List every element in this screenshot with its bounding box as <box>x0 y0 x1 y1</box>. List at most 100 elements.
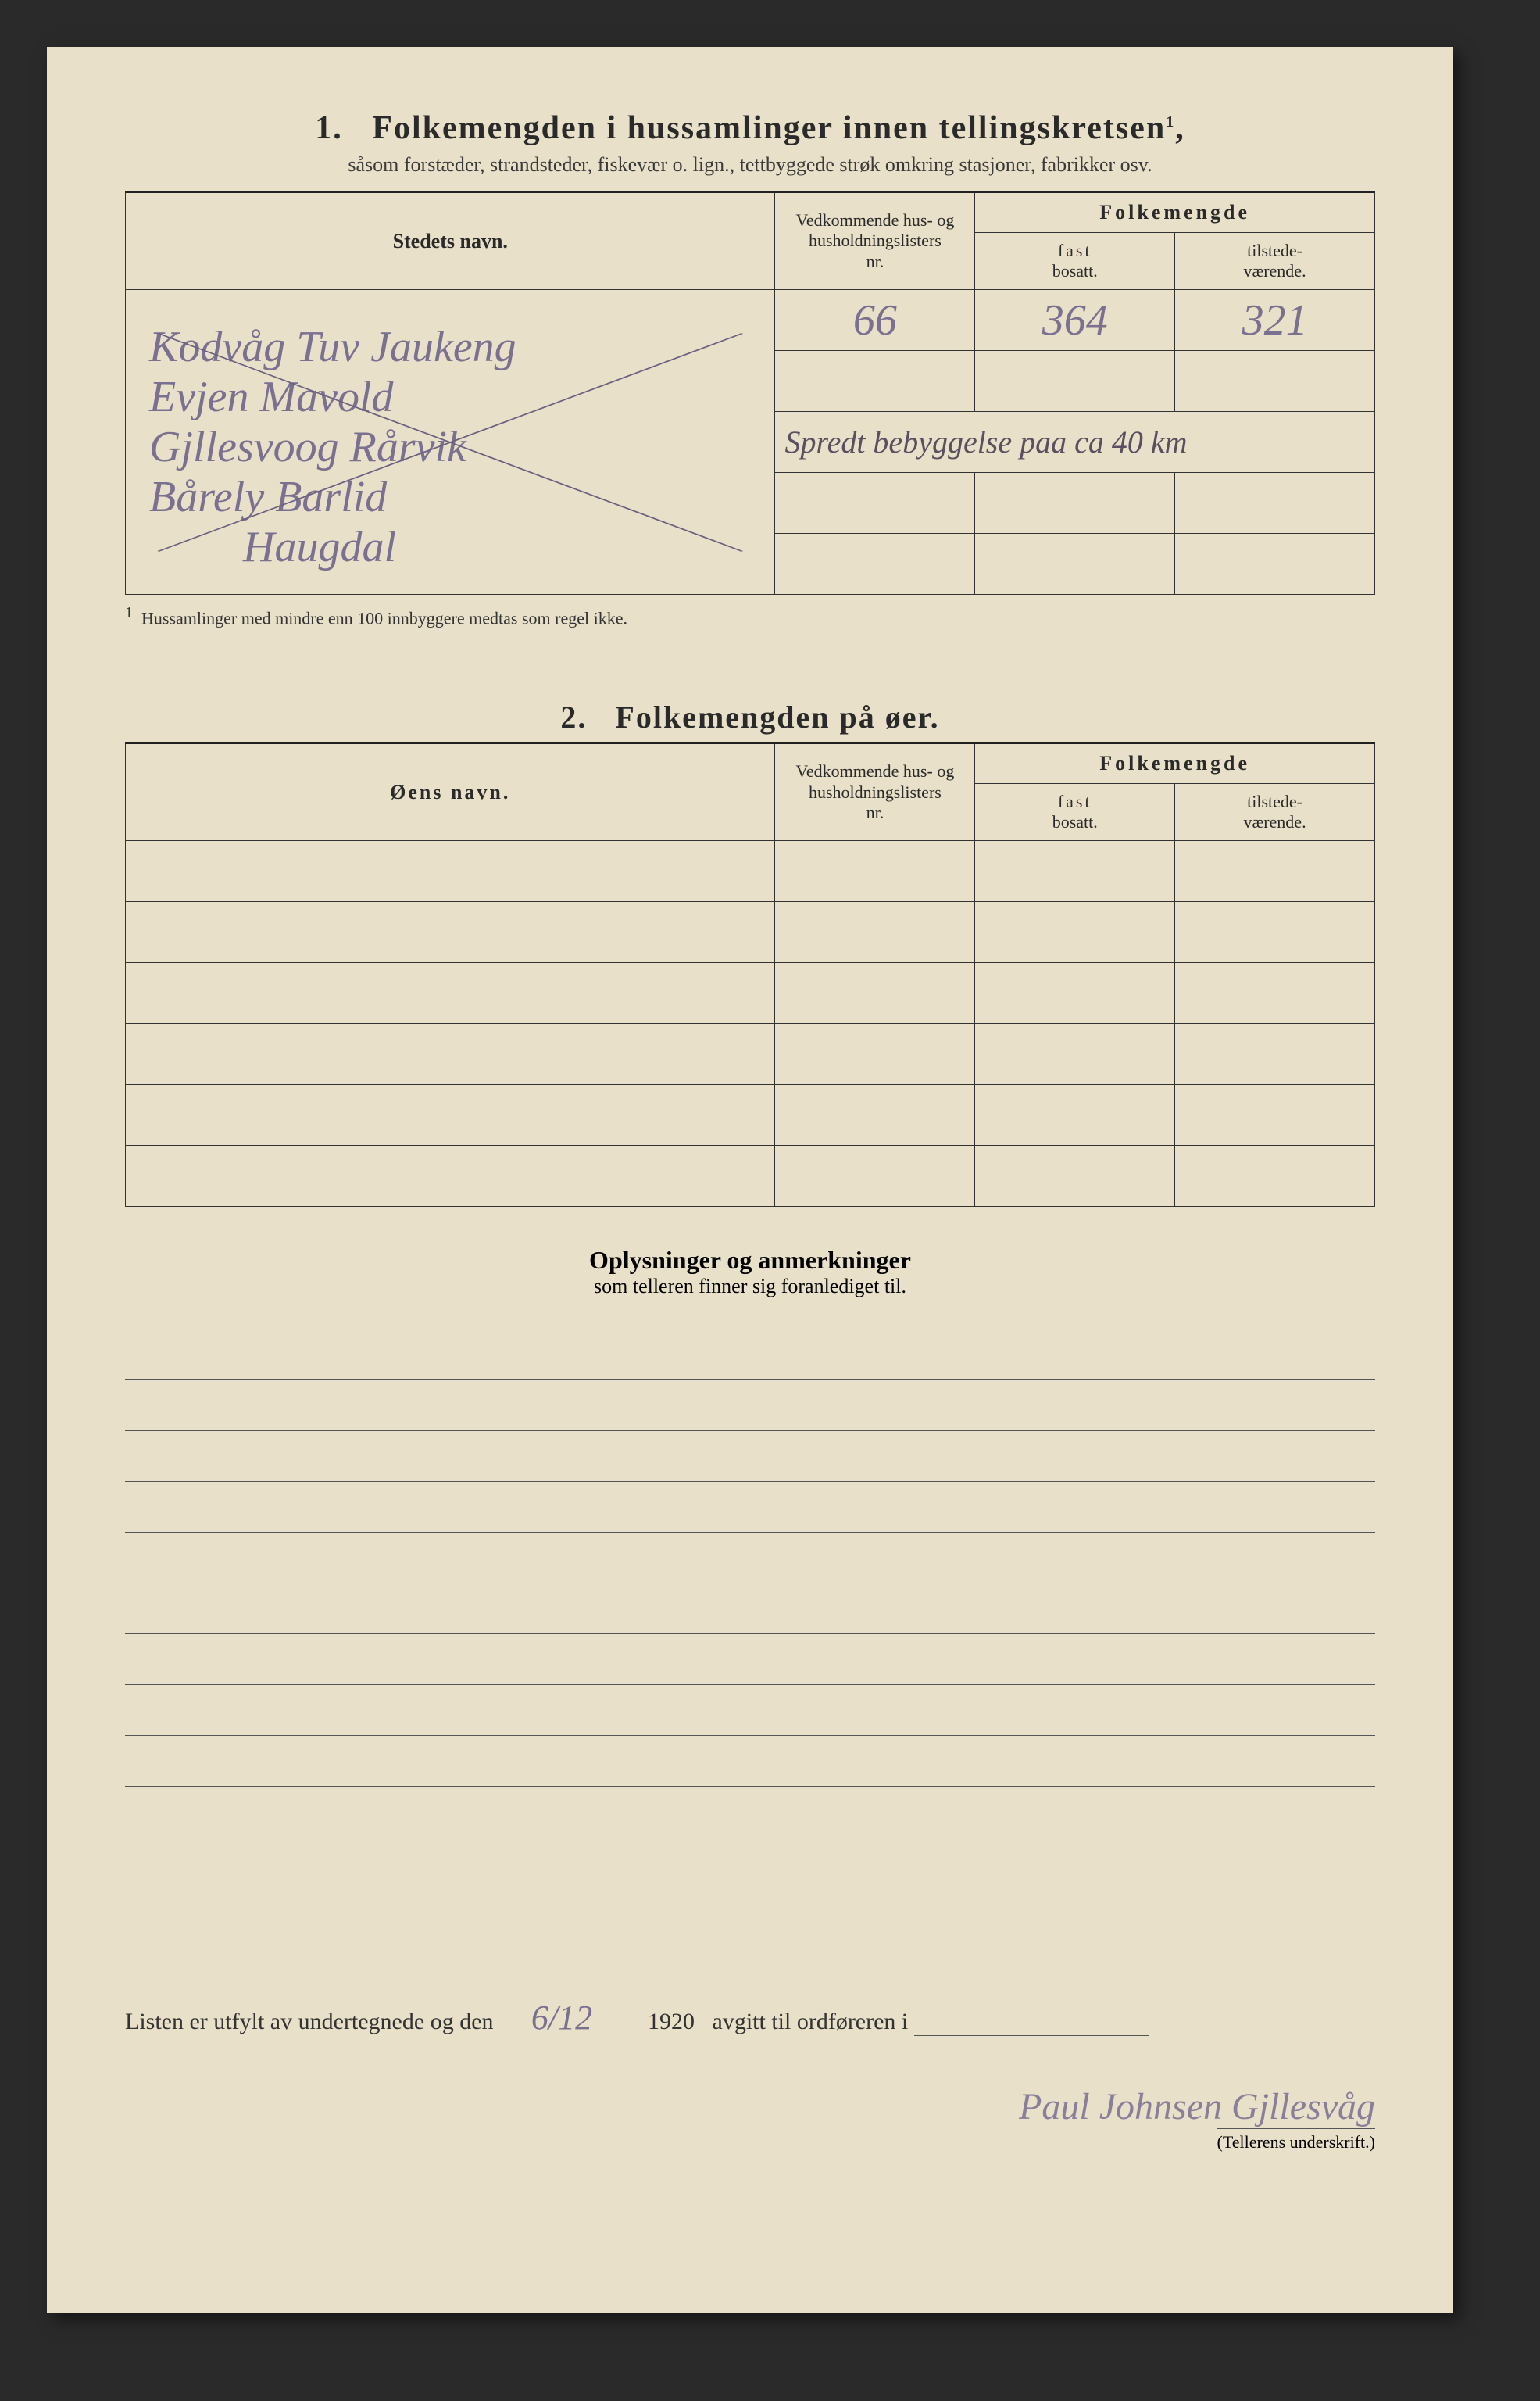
th2-til-l2: værende. <box>1244 812 1306 832</box>
ruled-line <box>125 1380 1375 1431</box>
ruled-line <box>125 1431 1375 1482</box>
th2-fast-l2: bosatt. <box>1052 812 1098 832</box>
cell <box>975 902 1175 963</box>
ruled-lines-area <box>125 1329 1375 1888</box>
th-fast-l2: bosatt. <box>1052 261 1098 281</box>
section1-table: Stedets navn. Vedkommende hus- og hushol… <box>125 191 1375 595</box>
cell <box>126 963 775 1024</box>
footer-line: Listen er utfylt av undertegnede og den … <box>125 1998 1375 2038</box>
footer-date: 6/12 <box>499 1998 624 2038</box>
cell <box>1175 534 1375 595</box>
cell <box>126 841 775 902</box>
cell <box>775 902 975 963</box>
cell <box>975 1085 1175 1146</box>
table-row <box>126 1024 1375 1085</box>
ruled-line <box>125 1329 1375 1380</box>
th-nr-l1: Vedkommende hus- og <box>795 210 954 230</box>
section1-title: 1. Folkemengden i hussamlinger innen tel… <box>125 109 1375 147</box>
ruled-line <box>125 1685 1375 1736</box>
cell <box>1175 351 1375 412</box>
census-form-page: 1. Folkemengden i hussamlinger innen tel… <box>47 47 1453 2313</box>
cell <box>1175 902 1375 963</box>
ruled-line <box>125 1482 1375 1533</box>
cell <box>975 534 1175 595</box>
footnote-text: Hussamlinger med mindre enn 100 innbygge… <box>141 608 627 628</box>
th-nr-l2: husholdningslisters <box>809 231 942 250</box>
cell <box>975 351 1175 412</box>
th-nr: Vedkommende hus- og husholdningslisters … <box>775 192 975 290</box>
th2-fast: fast bosatt. <box>975 784 1175 841</box>
cell <box>1175 473 1375 534</box>
th2-nr-l3: nr. <box>866 803 884 822</box>
th-folkemengde: Folkemengde <box>975 192 1375 233</box>
cell <box>126 1024 775 1085</box>
th2-nr-l1: Vedkommende hus- og <box>795 761 954 781</box>
ruled-line <box>125 1837 1375 1888</box>
th-oens-navn: Øens navn. <box>126 743 775 841</box>
th-fast: fast bosatt. <box>975 233 1175 290</box>
section2-number: 2. <box>560 700 587 735</box>
hw-note: Spredt bebyggelse paa ca 40 km <box>775 412 1375 473</box>
signature: Paul Johnsen Gjllesvåg <box>125 2085 1375 2128</box>
cell <box>975 1024 1175 1085</box>
hw-nr: 66 <box>775 290 975 351</box>
ruled-line <box>125 1787 1375 1837</box>
hw-name: Evjen Mavold <box>149 372 774 422</box>
section1-subtitle: såsom forstæder, strandsteder, fiskevær … <box>125 153 1375 177</box>
th2-nr-l2: husholdningslisters <box>809 782 942 802</box>
cell <box>975 473 1175 534</box>
table-row <box>126 841 1375 902</box>
footer-prefix: Listen er utfylt av undertegnede og den <box>125 2009 494 2034</box>
section2-title: 2. Folkemengden på øer. <box>125 699 1375 735</box>
th2-nr: Vedkommende hus- og husholdningslisters … <box>775 743 975 841</box>
ruled-line <box>125 1583 1375 1634</box>
cell <box>775 963 975 1024</box>
th2-folkemengde: Folkemengde <box>975 743 1375 784</box>
section3-title: Oplysninger og anmerkninger <box>125 1246 1375 1275</box>
th-til-l1: tilstede- <box>1247 241 1302 260</box>
hw-name: Haugdal <box>149 522 774 572</box>
cell <box>775 473 975 534</box>
cell <box>775 1085 975 1146</box>
cell <box>775 841 975 902</box>
th2-fast-l1: fast <box>1058 792 1092 811</box>
cell <box>126 1146 775 1207</box>
th-til: tilstede- værende. <box>1175 233 1375 290</box>
section1-title-sup: 1 <box>1166 113 1175 131</box>
table-row <box>126 1085 1375 1146</box>
signature-label: (Tellerens underskrift.) <box>1217 2128 1376 2152</box>
hw-til: 321 <box>1175 290 1375 351</box>
cell <box>975 963 1175 1024</box>
hw-name: Bårely Barlid <box>149 472 774 522</box>
table-row <box>126 963 1375 1024</box>
section1-title-text: Folkemengden i hussamlinger innen tellin… <box>372 110 1166 146</box>
cell <box>1175 1024 1375 1085</box>
th-til-l2: værende. <box>1244 261 1306 281</box>
th2-til-l1: tilstede- <box>1247 792 1302 811</box>
table-row <box>126 902 1375 963</box>
section2-table: Øens navn. Vedkommende hus- og husholdni… <box>125 742 1375 1207</box>
names-cell: Kodvåg Tuv Jaukeng Evjen Mavold Gjllesvo… <box>126 313 774 572</box>
footer-suffix: avgitt til ordføreren i <box>713 2009 909 2034</box>
cell <box>1175 841 1375 902</box>
hw-fast: 364 <box>975 290 1175 351</box>
cell <box>775 534 975 595</box>
cell <box>1175 1085 1375 1146</box>
ruled-line <box>125 1634 1375 1685</box>
hw-name: Gjllesvoog Rårvik <box>149 422 774 472</box>
cell <box>775 1024 975 1085</box>
cell <box>1175 963 1375 1024</box>
section3-subtitle: som telleren finner sig foranlediget til… <box>125 1275 1375 1298</box>
table-row: Kodvåg Tuv Jaukeng Evjen Mavold Gjllesvo… <box>126 290 1375 351</box>
th-fast-l1: fast <box>1058 241 1092 260</box>
th-stedets-navn: Stedets navn. <box>126 192 775 290</box>
footer-year: 1920 <box>648 2009 695 2034</box>
section1-footnote: 1 Hussamlinger med mindre enn 100 innbyg… <box>125 604 1375 628</box>
cell <box>975 1146 1175 1207</box>
cell <box>126 1085 775 1146</box>
th2-til: tilstede- værende. <box>1175 784 1375 841</box>
th-nr-l3: nr. <box>866 252 884 271</box>
ruled-line <box>125 1736 1375 1787</box>
section2-title-text: Folkemengden på øer. <box>615 700 939 735</box>
section1-number: 1. <box>315 110 343 146</box>
